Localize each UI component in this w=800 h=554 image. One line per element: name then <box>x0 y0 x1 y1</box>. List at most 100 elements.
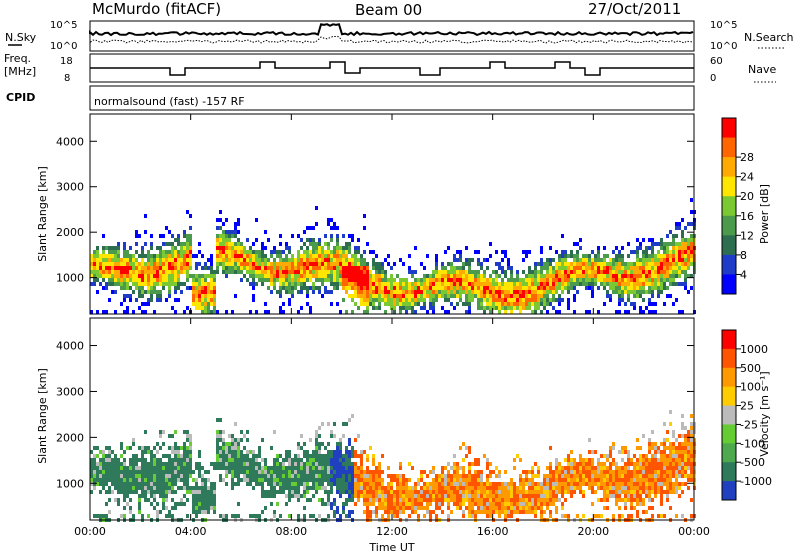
heatmap-cell <box>153 454 156 458</box>
heatmap-cell <box>576 462 579 466</box>
heatmap-cell <box>231 482 234 486</box>
heatmap-cell <box>672 450 675 454</box>
heatmap-cell <box>507 302 510 306</box>
heatmap-cell <box>102 486 105 490</box>
heatmap-cell <box>360 490 363 494</box>
heatmap-cell <box>477 478 480 482</box>
heatmap-cell <box>174 478 177 482</box>
heatmap-cell <box>234 246 237 250</box>
heatmap-cell <box>285 270 288 274</box>
heatmap-cell <box>240 466 243 470</box>
heatmap-cell <box>177 470 180 474</box>
heatmap-cell <box>291 274 294 278</box>
heatmap-cell <box>132 274 135 278</box>
heatmap-cell <box>258 446 261 450</box>
heatmap-cell <box>489 282 492 286</box>
heatmap-cell <box>234 458 237 462</box>
heatmap-cell <box>525 478 528 482</box>
heatmap-cell <box>480 470 483 474</box>
heatmap-cell <box>672 234 675 238</box>
heatmap-cell <box>669 282 672 286</box>
heatmap-cell <box>678 250 681 254</box>
heatmap-cell <box>318 486 321 490</box>
heatmap-cell <box>123 294 126 298</box>
heatmap-cell <box>180 254 183 258</box>
heatmap-cell <box>645 254 648 258</box>
heatmap-cell <box>165 498 168 502</box>
heatmap-cell <box>540 262 543 266</box>
heatmap-cell <box>660 502 663 506</box>
heatmap-cell <box>453 466 456 470</box>
heatmap-cell <box>675 450 678 454</box>
heatmap-cell <box>465 258 468 262</box>
heatmap-cell <box>327 242 330 246</box>
heatmap-cell <box>630 506 633 510</box>
heatmap-cell <box>492 510 495 514</box>
heatmap-cell <box>555 266 558 270</box>
heatmap-cell <box>456 290 459 294</box>
heatmap-cell <box>396 498 399 502</box>
heatmap-cell <box>219 210 222 214</box>
heatmap-cell <box>645 278 648 282</box>
heatmap-cell <box>690 462 693 466</box>
heatmap-cell <box>327 470 330 474</box>
heatmap-cell <box>429 486 432 490</box>
heatmap-cell <box>621 270 624 274</box>
heatmap-cell <box>564 478 567 482</box>
heatmap-cell <box>600 498 603 502</box>
heatmap-cell <box>528 502 531 506</box>
heatmap-cell <box>513 466 516 470</box>
heatmap-cell <box>675 274 678 278</box>
heatmap-cell <box>99 274 102 278</box>
heatmap-cell <box>573 294 576 298</box>
heatmap-cell <box>663 258 666 262</box>
heatmap-cell <box>288 302 291 306</box>
heatmap-cell <box>372 470 375 474</box>
heatmap-cell <box>564 258 567 262</box>
nsearch-trace <box>89 35 694 44</box>
heatmap-cell <box>168 250 171 254</box>
heatmap-cell <box>96 254 99 258</box>
heatmap-cell <box>471 474 474 478</box>
heatmap-cell <box>540 270 543 274</box>
heatmap-cell <box>486 514 489 518</box>
heatmap-cell <box>618 274 621 278</box>
heatmap-cell <box>642 286 645 290</box>
heatmap-cell <box>435 502 438 506</box>
heatmap-cell <box>168 258 171 262</box>
heatmap-cell <box>519 294 522 298</box>
heatmap-cell <box>216 438 219 442</box>
heatmap-cell <box>525 254 528 258</box>
heatmap-cell <box>225 442 228 446</box>
heatmap-cell <box>690 430 693 434</box>
heatmap-cell <box>648 254 651 258</box>
colorbar-swatch <box>722 462 736 482</box>
heatmap-cell <box>255 478 258 482</box>
heatmap-cell <box>534 298 537 302</box>
heatmap-cell <box>267 490 270 494</box>
heatmap-cell <box>669 278 672 282</box>
heatmap-cell <box>471 498 474 502</box>
heatmap-cell <box>549 278 552 282</box>
heatmap-cell <box>288 298 291 302</box>
heatmap-cell <box>237 462 240 466</box>
heatmap-cell <box>309 254 312 258</box>
heatmap-cell <box>483 510 486 514</box>
heatmap-cell <box>144 266 147 270</box>
heatmap-cell <box>489 470 492 474</box>
heatmap-cell <box>648 298 651 302</box>
heatmap-cell <box>300 238 303 242</box>
heatmap-cell <box>165 478 168 482</box>
heatmap-cell <box>507 294 510 298</box>
heatmap-cell <box>348 258 351 262</box>
heatmap-cell <box>216 254 219 258</box>
heatmap-cell <box>555 506 558 510</box>
heatmap-cell <box>660 462 663 466</box>
heatmap-cell <box>465 490 468 494</box>
heatmap-cell <box>294 462 297 466</box>
heatmap-cell <box>243 462 246 466</box>
heatmap-cell <box>492 482 495 486</box>
heatmap-cell <box>651 278 654 282</box>
heatmap-cell <box>330 258 333 262</box>
heatmap-cell <box>540 498 543 502</box>
